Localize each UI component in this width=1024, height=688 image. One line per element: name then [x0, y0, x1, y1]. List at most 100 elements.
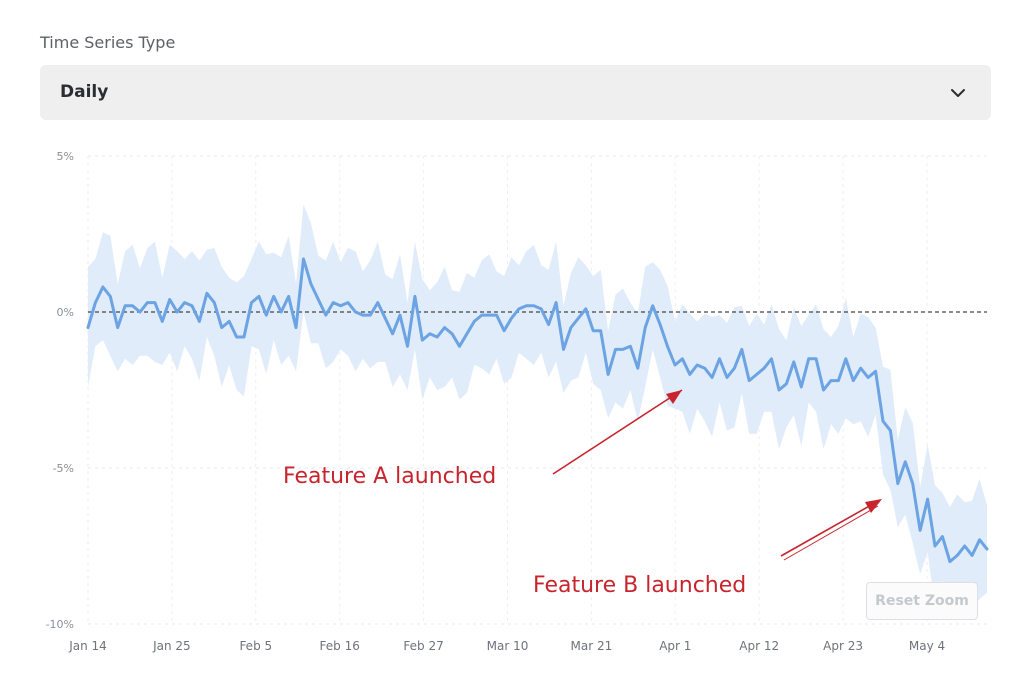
data-point — [584, 307, 587, 311]
data-point — [235, 335, 238, 339]
data-point — [926, 498, 929, 501]
x-tick-label: Jan 25 — [152, 639, 191, 653]
data-point — [428, 332, 431, 335]
data-point — [458, 345, 461, 348]
data-point — [94, 301, 97, 304]
annotation-feature-b-text: Feature B launched — [533, 573, 746, 598]
data-point — [703, 367, 706, 370]
y-tick-label: -5% — [53, 462, 74, 475]
data-point — [644, 326, 647, 329]
data-point — [956, 554, 959, 557]
data-point — [398, 313, 402, 317]
data-point — [688, 373, 691, 376]
data-point — [866, 376, 870, 379]
data-point — [822, 388, 825, 392]
data-point — [896, 482, 899, 485]
data-point — [874, 370, 877, 373]
x-tick-label: Mar 21 — [571, 639, 613, 653]
data-point — [317, 298, 320, 301]
data-point — [740, 348, 743, 351]
data-point — [332, 301, 335, 304]
data-point — [228, 320, 231, 323]
data-point — [517, 307, 521, 311]
data-point — [480, 313, 483, 317]
data-point — [116, 326, 119, 329]
data-point — [904, 460, 907, 463]
data-point — [86, 326, 90, 329]
annotation-feature-b-arrow-shadow — [783, 505, 879, 561]
y-tick-label: 0% — [57, 306, 74, 319]
data-point — [673, 363, 677, 367]
data-point — [800, 385, 803, 389]
data-point — [272, 295, 275, 298]
x-tick-label: Feb 27 — [403, 639, 443, 653]
data-point — [592, 329, 595, 332]
data-point — [844, 357, 847, 360]
data-point — [710, 376, 714, 379]
data-point — [725, 376, 729, 379]
data-point — [918, 529, 922, 532]
data-point — [636, 367, 639, 370]
data-point — [413, 295, 417, 298]
data-point — [948, 560, 952, 563]
data-point — [257, 295, 261, 298]
data-point — [859, 367, 862, 370]
data-point — [443, 326, 446, 329]
data-point — [109, 295, 112, 298]
data-point — [889, 429, 892, 432]
data-point — [250, 301, 253, 304]
data-point — [465, 332, 469, 335]
data-point — [599, 329, 602, 332]
chevron-down-icon — [951, 89, 965, 97]
data-point — [502, 329, 506, 332]
data-point — [183, 301, 186, 304]
annotation-feature-a-text: Feature A launched — [283, 464, 496, 489]
data-point — [346, 301, 350, 304]
data-point — [391, 332, 394, 335]
annotation-feature-a-arrow — [552, 389, 683, 475]
time-series-type-select[interactable]: Daily — [40, 65, 991, 120]
data-point — [807, 357, 810, 360]
data-point — [168, 298, 171, 301]
data-point — [354, 310, 357, 314]
x-tick-label: Feb 16 — [320, 639, 360, 653]
data-point — [681, 357, 684, 360]
data-point — [265, 313, 268, 317]
data-point — [220, 326, 223, 329]
annotation-feature-b: Feature B launched — [533, 499, 882, 598]
annotation-feature-b-arrowhead — [865, 499, 882, 513]
data-point — [436, 335, 439, 339]
x-axis-ticks: Jan 14 Jan 25 Feb 5 Feb 16 Feb 27 Mar 10 Mar 2… — [68, 639, 945, 653]
reset-zoom-button[interactable]: Reset Zoom — [866, 582, 978, 620]
data-point — [733, 367, 736, 370]
data-point — [324, 313, 327, 317]
data-point — [748, 379, 751, 382]
data-point — [651, 304, 654, 307]
data-point — [406, 345, 409, 348]
data-point — [911, 482, 914, 485]
data-point — [777, 388, 781, 392]
data-point — [985, 547, 989, 551]
data-point — [123, 304, 127, 307]
data-point — [852, 379, 855, 382]
time-series-type-label: Time Series Type — [40, 33, 176, 52]
data-point — [302, 257, 305, 261]
data-point — [138, 310, 142, 314]
data-point — [361, 313, 365, 317]
data-point — [963, 544, 966, 548]
data-point — [205, 292, 209, 295]
data-point — [970, 554, 974, 557]
data-point — [101, 285, 105, 289]
x-tick-label: May 4 — [909, 639, 945, 653]
data-point — [621, 348, 625, 351]
y-tick-label: 5% — [57, 150, 74, 163]
data-point — [792, 360, 795, 364]
confidence-band — [88, 204, 987, 615]
data-point — [762, 367, 766, 370]
data-point — [339, 304, 342, 307]
x-tick-label: Apr 12 — [739, 639, 779, 653]
data-point — [718, 357, 721, 360]
data-point — [666, 345, 669, 348]
series-line — [86, 257, 989, 564]
data-point — [978, 538, 981, 541]
